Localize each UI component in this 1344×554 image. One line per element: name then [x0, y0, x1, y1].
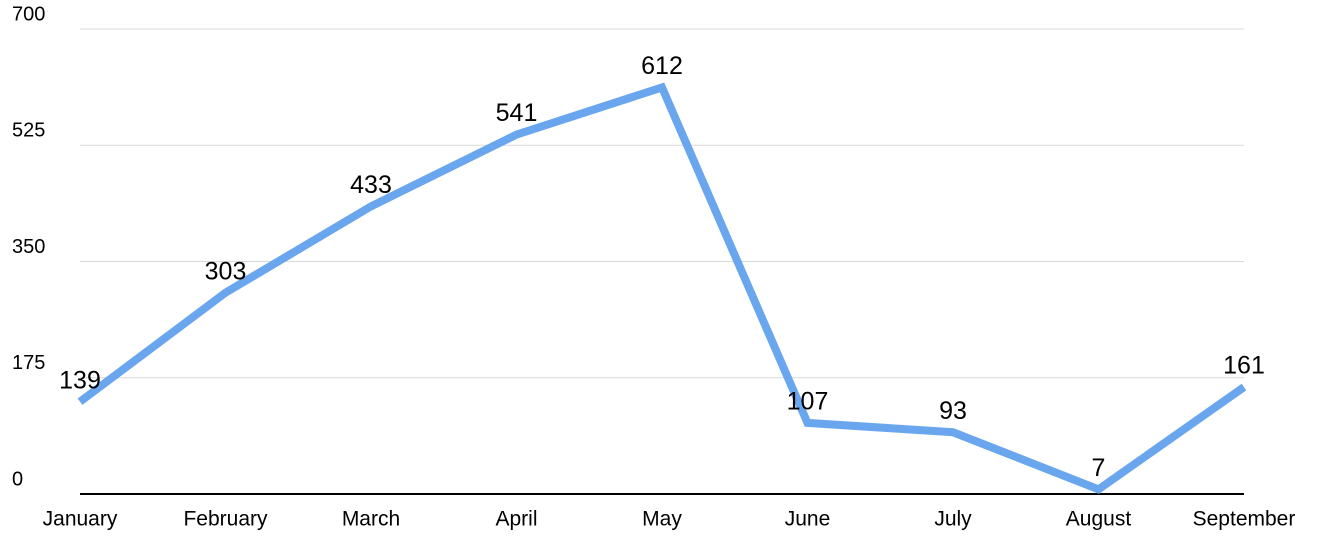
- data-label: 7: [1092, 454, 1106, 482]
- x-tick-label: June: [785, 508, 831, 531]
- data-label: 161: [1223, 352, 1265, 380]
- x-tick-label: January: [43, 508, 118, 531]
- y-tick-label: 175: [12, 352, 45, 374]
- x-tick-label: September: [1193, 508, 1296, 531]
- x-tick-label: August: [1066, 508, 1132, 531]
- x-tick-label: May: [642, 508, 682, 531]
- x-tick-label: March: [342, 508, 400, 531]
- line: [77, 82, 1247, 494]
- data-label: 107: [787, 388, 829, 416]
- data-label: 93: [939, 397, 967, 425]
- y-tick-label: 525: [12, 120, 45, 142]
- data-label: 303: [205, 257, 247, 285]
- data-label: 541: [496, 99, 538, 127]
- y-tick-label: 350: [12, 236, 45, 258]
- data-label: 612: [641, 52, 683, 80]
- y-tick-label: 700: [12, 3, 45, 25]
- x-tick-label: July: [934, 508, 972, 531]
- x-tick-label: April: [495, 508, 537, 531]
- y-tick-label: 0: [12, 468, 23, 490]
- data-label: 139: [59, 366, 101, 394]
- x-tick-label: February: [183, 508, 268, 531]
- data-label: 433: [350, 171, 392, 199]
